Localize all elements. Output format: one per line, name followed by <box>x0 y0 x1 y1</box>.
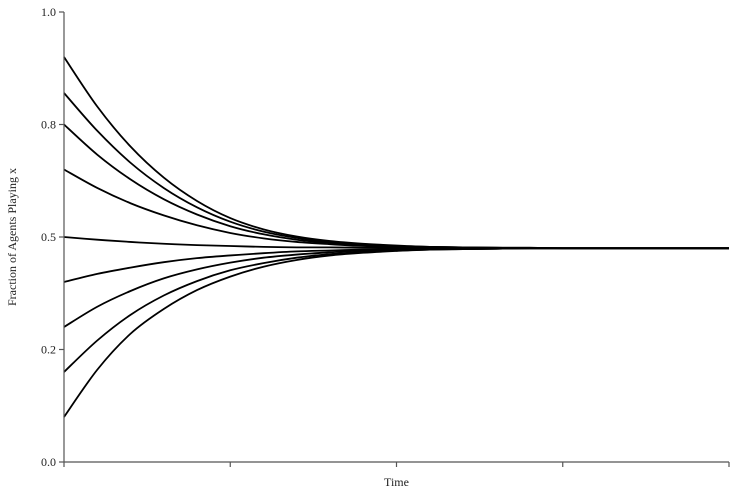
y-tick-label: 0.2 <box>41 343 56 357</box>
x-ticks <box>63 462 730 467</box>
series-line-2 <box>63 92 729 250</box>
y-tick-label: 0.0 <box>41 455 56 469</box>
series-line-3 <box>63 123 729 250</box>
x-axis-label: Time <box>384 475 409 489</box>
series-line-9 <box>63 247 729 418</box>
y-ticks: 0.0 0.2 0.5 0.8 1.0 <box>41 5 64 469</box>
y-tick-label: 0.8 <box>41 118 56 132</box>
y-tick-label: 0.5 <box>41 230 56 244</box>
series-layer <box>63 56 729 418</box>
series-line-6 <box>63 247 729 283</box>
y-axis-label: Fraction of Agents Playing x <box>5 168 19 306</box>
series-line-1 <box>63 56 729 250</box>
series-line-4 <box>63 168 729 250</box>
y-tick-label: 1.0 <box>41 5 56 19</box>
series-line-7 <box>63 247 729 328</box>
series-line-8 <box>63 247 729 373</box>
